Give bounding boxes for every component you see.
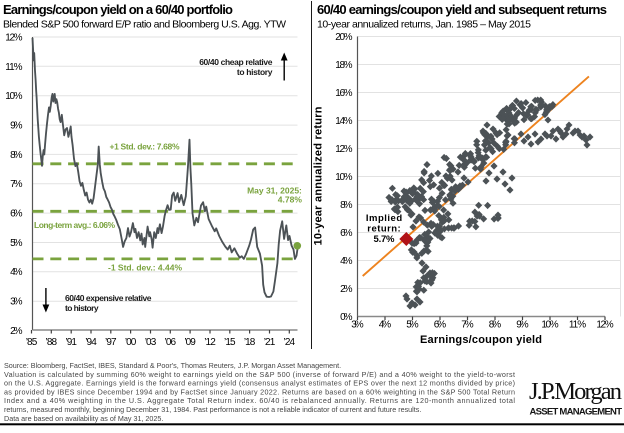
svg-text:May 31, 2025:: May 31, 2025:: [247, 186, 302, 196]
svg-text:to history: to history: [65, 303, 99, 313]
svg-text:returns, measured monthly, beg: returns, measured monthly, beginning Dec…: [4, 405, 421, 414]
svg-text:’06: ’06: [165, 337, 177, 348]
svg-text:Valuation is calculated by sum: Valuation is calculated by summing 60% w…: [4, 370, 515, 379]
svg-text:5%: 5%: [10, 238, 22, 249]
svg-text:as provided by IBES since Dece: as provided by IBES since December 1994 …: [4, 387, 515, 396]
svg-text:’03: ’03: [145, 337, 157, 348]
svg-text:10%: 10%: [335, 172, 352, 183]
svg-text:11%: 11%: [569, 320, 586, 331]
svg-text:18%: 18%: [335, 60, 352, 71]
svg-text:return:: return:: [367, 224, 400, 235]
svg-text:0%: 0%: [340, 312, 352, 323]
svg-text:6%: 6%: [10, 209, 22, 220]
svg-text:Earnings/coupon yield: Earnings/coupon yield: [420, 334, 542, 346]
svg-text:ASSET MANAGEMENT: ASSET MANAGEMENT: [530, 407, 623, 418]
svg-text:’15: ’15: [224, 337, 236, 348]
svg-text:’24: ’24: [284, 337, 296, 348]
svg-text:’12: ’12: [204, 337, 216, 348]
svg-text:’18: ’18: [244, 337, 256, 348]
svg-text:’88: ’88: [46, 337, 58, 348]
svg-text:60/40 cheap relative: 60/40 cheap relative: [199, 57, 273, 67]
svg-text:10%: 10%: [541, 320, 558, 331]
svg-text:to history: to history: [237, 67, 273, 77]
svg-text:11%: 11%: [5, 62, 22, 73]
svg-text:’09: ’09: [184, 337, 196, 348]
svg-text:6%: 6%: [434, 320, 446, 331]
svg-text:Blended S&P 500 forward E/P ra: Blended S&P 500 forward E/P ratio and Bl…: [3, 19, 286, 31]
svg-text:4%: 4%: [340, 256, 352, 267]
svg-text:Long-term avg.: 6.06%: Long-term avg.: 6.06%: [34, 220, 115, 230]
svg-text:12%: 12%: [596, 320, 613, 331]
svg-text:7%: 7%: [461, 320, 473, 331]
svg-text:’21: ’21: [264, 337, 276, 348]
svg-text:Index and a 40% weighting in t: Index and a 40% weighting in the U.S. Ag…: [4, 396, 515, 405]
svg-text:J.P.Morgan: J.P.Morgan: [529, 378, 622, 405]
svg-text:’85: ’85: [26, 337, 38, 348]
svg-text:8%: 8%: [489, 320, 501, 331]
svg-text:2%: 2%: [10, 326, 22, 337]
svg-text:5%: 5%: [406, 320, 418, 331]
svg-text:3%: 3%: [351, 320, 363, 331]
svg-text:3%: 3%: [10, 297, 22, 308]
svg-text:8%: 8%: [340, 200, 352, 211]
svg-text:Source: Bloomberg, FactSet, IB: Source: Bloomberg, FactSet, IBES, Standa…: [4, 361, 341, 370]
svg-text:’97: ’97: [105, 337, 117, 348]
svg-text:+1 Std. dev.: 7.68%: +1 Std. dev.: 7.68%: [110, 142, 180, 152]
svg-text:7%: 7%: [10, 179, 22, 190]
svg-text:4.78%: 4.78%: [278, 195, 303, 205]
svg-text:9%: 9%: [516, 320, 528, 331]
svg-text:10-year annualized return: 10-year annualized return: [313, 106, 325, 245]
svg-text:6%: 6%: [340, 228, 352, 239]
svg-text:14%: 14%: [335, 116, 352, 127]
svg-text:Earnings/coupon yield on a 60/: Earnings/coupon yield on a 60/40 portfol…: [3, 2, 233, 17]
svg-text:10%: 10%: [5, 91, 22, 102]
svg-text:60/40 expensive relative: 60/40 expensive relative: [65, 293, 152, 303]
svg-text:12%: 12%: [335, 144, 352, 155]
svg-text:9%: 9%: [10, 121, 22, 132]
svg-text:12%: 12%: [5, 32, 22, 43]
svg-text:5.7%: 5.7%: [374, 234, 396, 245]
svg-text:on the U.S. Aggregate. Earning: on the U.S. Aggregate. Earnings yield is…: [4, 379, 515, 388]
svg-text:’91: ’91: [65, 337, 77, 348]
svg-text:4%: 4%: [10, 267, 22, 278]
svg-text:10-year annualized returns, Ja: 10-year annualized returns, Jan. 1985 – …: [317, 19, 531, 31]
svg-text:16%: 16%: [335, 88, 352, 99]
svg-text:’00: ’00: [125, 337, 137, 348]
svg-text:’94: ’94: [85, 337, 97, 348]
svg-text:2%: 2%: [340, 284, 352, 295]
svg-text:Data are based on availability: Data are based on availability as of May…: [4, 414, 163, 423]
svg-text:8%: 8%: [10, 150, 22, 161]
svg-text:-1 Std. dev.: 4.44%: -1 Std. dev.: 4.44%: [108, 263, 182, 273]
svg-text:Implied: Implied: [366, 213, 402, 224]
svg-text:4%: 4%: [379, 320, 391, 331]
svg-text:20%: 20%: [335, 32, 352, 43]
svg-text:60/40 earnings/coupon yield an: 60/40 earnings/coupon yield and subseque…: [317, 2, 607, 17]
